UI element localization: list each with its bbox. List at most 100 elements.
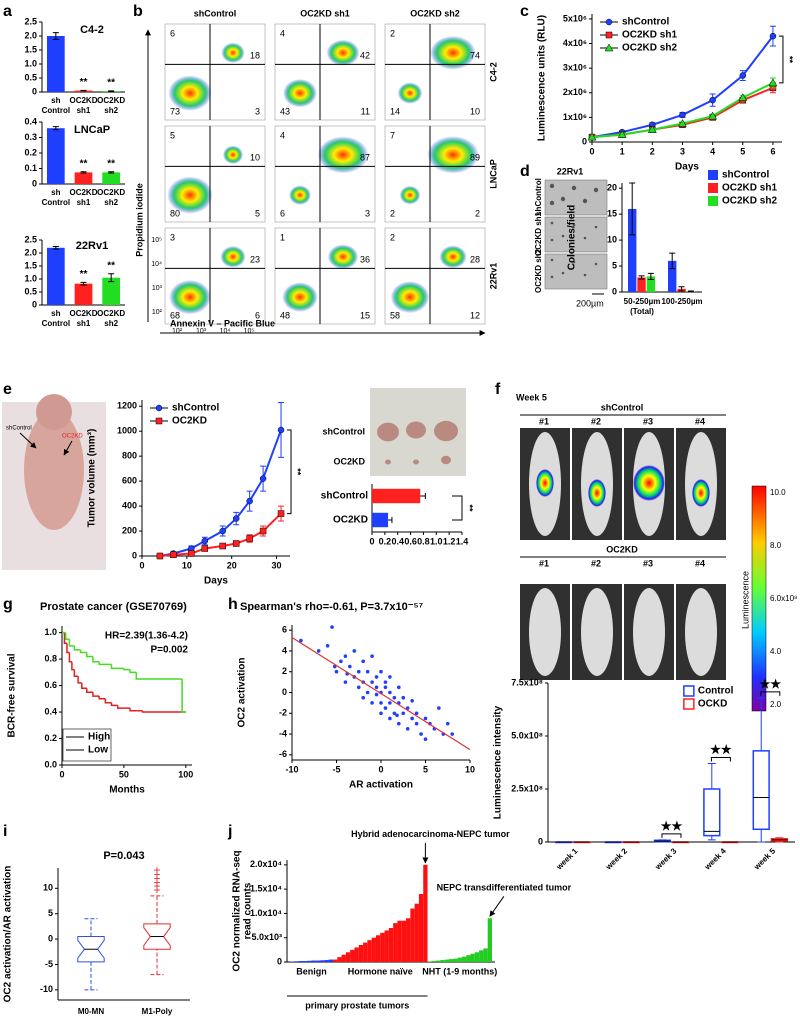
y-tick-label: 20 <box>607 183 617 193</box>
quadrant-value: 14 <box>390 106 400 116</box>
y-axis-label: Luminescence intensity <box>493 705 504 819</box>
x-tick-label: OC2KD <box>97 309 125 318</box>
x-tick-label: 0.8 <box>417 536 430 546</box>
marker <box>647 125 657 133</box>
point <box>365 690 370 695</box>
y-tick-label: 15 <box>607 209 617 219</box>
colony <box>571 185 577 191</box>
bar <box>487 918 492 962</box>
point <box>361 659 366 664</box>
bar <box>371 937 376 962</box>
row-label: OC2KD sh2 <box>534 248 543 293</box>
bar <box>414 903 419 962</box>
panel-letter: i <box>3 823 7 840</box>
mouse-id: #3 <box>643 416 653 426</box>
column-title: OC2KD sh1 <box>300 8 350 18</box>
bar <box>328 959 333 962</box>
point <box>450 732 455 736</box>
y-tick-label: 0.8 <box>44 653 57 663</box>
point <box>348 664 352 669</box>
photo-label: shControl <box>6 426 32 432</box>
image-title: Week 5 <box>516 392 547 402</box>
column-title: shControl <box>194 8 237 18</box>
bar <box>449 959 454 962</box>
bar <box>345 952 351 962</box>
quadrant-value: 6 <box>170 28 175 38</box>
point <box>397 685 401 690</box>
error-bar <box>638 275 645 280</box>
marker <box>708 111 718 120</box>
mouse <box>633 588 665 676</box>
x-axis-label: Days <box>204 576 228 587</box>
x-tick-label: 3 <box>680 146 685 156</box>
group-label: Hormone naïve <box>348 966 413 976</box>
y-tick-label: 4x10⁶ <box>563 38 587 48</box>
annotation: ** <box>80 158 88 169</box>
x-tick-label: sh2 <box>104 198 118 207</box>
y-tick-label: 0 <box>612 286 617 296</box>
survival-step <box>66 643 70 654</box>
group-label: NHT (1-9 months) <box>422 966 497 976</box>
legend-label: Control <box>698 686 734 697</box>
quadrant-value: 87 <box>360 153 370 163</box>
bar <box>46 36 65 92</box>
y-tick-label: 200 <box>122 525 137 535</box>
group-label: OC2KD <box>606 544 638 554</box>
panel-letter: g <box>3 596 13 613</box>
point <box>392 695 397 700</box>
legend-swatch <box>708 170 718 180</box>
y-tick-label: 5x10⁶ <box>563 13 587 23</box>
x-tick-label: 30 <box>272 560 282 570</box>
survival-step <box>116 705 131 709</box>
annotation: HR=2.39(1.36-4.2) <box>105 631 188 642</box>
annotation: ★★ <box>661 819 683 833</box>
row-label: C4-2 <box>488 62 498 82</box>
point <box>383 685 388 690</box>
y-tick-label: 0.4 <box>44 706 57 716</box>
x-tick-label: 1.0 <box>430 536 443 546</box>
bar <box>298 961 303 962</box>
error-bar <box>678 286 685 292</box>
bar <box>46 128 65 184</box>
x-axis-label: AR activation <box>349 780 413 791</box>
bar <box>453 958 458 962</box>
cell-cloud <box>221 42 245 63</box>
bar <box>354 947 359 962</box>
y-tick-label: 0 <box>32 178 37 188</box>
survival-step <box>73 669 79 678</box>
x-tick-label: Control <box>42 319 70 328</box>
y-tick-label: 2.5 <box>24 234 37 244</box>
panel-letter: e <box>3 381 12 398</box>
flow-tick: 10⁴ <box>220 328 231 335</box>
x-tick-label: Control <box>42 198 70 207</box>
mouse <box>24 410 84 530</box>
quadrant-value: 1 <box>280 232 285 242</box>
quadrant-value: 10 <box>470 106 480 116</box>
cell-cloud <box>327 244 359 270</box>
quadrant-value: 2 <box>475 208 480 218</box>
x-tick-label: 0.2 <box>379 536 392 546</box>
x-tick-label: 1.2 <box>443 536 456 546</box>
colony-image <box>544 216 608 253</box>
error-bar <box>52 246 59 250</box>
error-bar <box>669 252 676 270</box>
signal <box>588 479 606 507</box>
row-label: shControl <box>534 178 543 216</box>
cell-cloud <box>317 136 369 174</box>
chart-title: Prostate cancer (GSE70769) <box>40 601 187 613</box>
point <box>388 716 392 721</box>
y-tick-label: 0 <box>48 933 53 943</box>
marker <box>604 43 614 52</box>
bar <box>363 942 368 962</box>
marker <box>709 96 716 104</box>
bar <box>367 940 372 962</box>
quadrant-value: 74 <box>470 51 480 61</box>
marker <box>170 551 177 559</box>
annotation: ** <box>785 56 795 64</box>
point <box>379 669 383 674</box>
y-tick-label: 0.0 <box>44 759 57 769</box>
y-tick-label: 0 <box>32 86 37 96</box>
x-tick-label: sh2 <box>104 319 118 328</box>
y-tick-label: 10 <box>607 234 617 244</box>
annotation: Hybrid adenocarcinoma-NEPC tumor <box>351 829 510 839</box>
